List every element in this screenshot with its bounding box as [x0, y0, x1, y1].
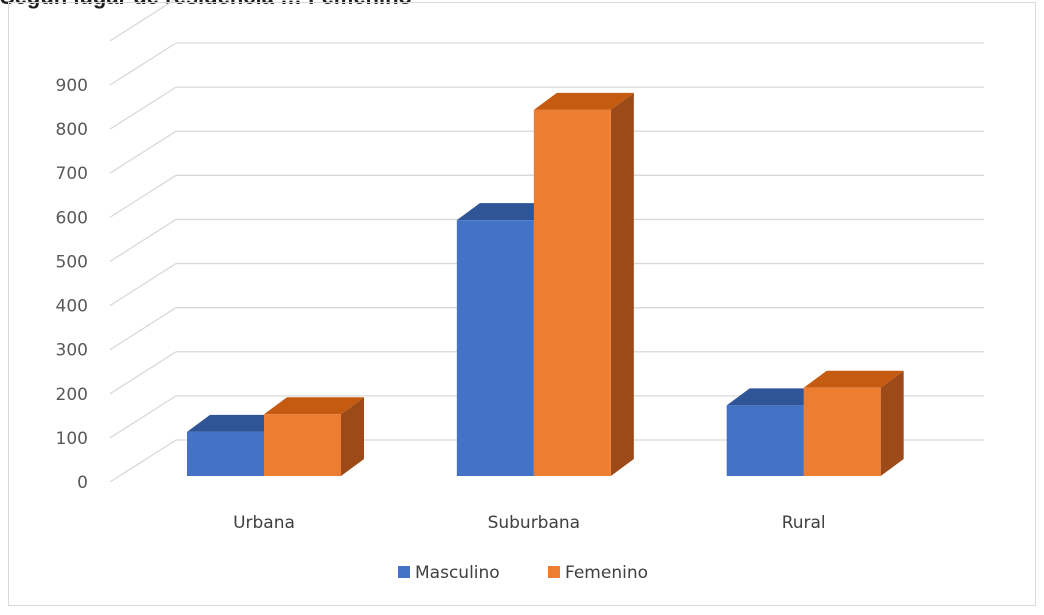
bar-top: [456, 203, 557, 221]
legend-item-femenino: Femenino: [548, 563, 648, 583]
y-tick-label: 200: [56, 385, 88, 405]
bar-side: [341, 397, 364, 476]
chart-frame: [8, 2, 1036, 606]
gridline-diagonal: [109, 0, 176, 42]
bar-front: [264, 414, 341, 476]
bar-front: [726, 405, 804, 476]
y-tick-label: 700: [56, 164, 88, 184]
y-tick-label: 800: [56, 120, 88, 140]
gridline-diagonal: [109, 307, 177, 351]
y-tick-label: 300: [56, 341, 88, 361]
y-tick-label: 400: [56, 297, 88, 317]
gridline-diagonal: [109, 263, 177, 307]
gridline-diagonal: [109, 218, 177, 262]
legend-swatch: [398, 566, 410, 578]
x-category-label: Urbana: [233, 513, 295, 533]
x-category-label: Suburbana: [488, 513, 581, 533]
y-tick-label: 500: [56, 252, 88, 272]
legend-label: Femenino: [565, 563, 648, 583]
bars: [187, 92, 904, 476]
gridline-diagonal: [109, 439, 177, 483]
x-category-label: Rural: [782, 513, 826, 533]
page-title: Según lugar de residencia … Femenino: [0, 0, 412, 10]
y-axis-ticks: 0 100 200 300 400 500 600 700 800 900: [56, 76, 88, 493]
bar-top: [187, 414, 287, 432]
gridline-diagonal: [109, 86, 177, 130]
bar-front: [187, 431, 264, 476]
y-tick-label: 0: [77, 473, 88, 493]
bar-front: [533, 109, 611, 476]
gridline-diagonal: [109, 130, 177, 174]
legend-item-masculino: Masculino: [398, 563, 500, 583]
bar-front: [456, 220, 534, 476]
legend: Masculino Femenino: [398, 563, 648, 583]
bar-femenino-urbana: [264, 397, 364, 476]
bar-top: [533, 92, 634, 110]
gridline-diagonal: [109, 351, 177, 395]
gridline-diagonal: [109, 174, 177, 218]
bar-femenino-suburbana: [533, 92, 634, 476]
gridline-diagonal: [109, 395, 177, 439]
bar-side: [880, 370, 904, 476]
y-tick-label: 100: [56, 429, 88, 449]
bar-top: [803, 370, 904, 388]
gridline-diagonal: [109, 42, 177, 86]
bar-front: [803, 387, 881, 476]
y-tick-label: 900: [56, 76, 88, 96]
x-axis-categories: Urbana Suburbana Rural: [233, 513, 826, 533]
bar-femenino-rural: [803, 370, 904, 476]
bar-top: [726, 388, 827, 406]
bar-side: [610, 92, 634, 476]
legend-label: Masculino: [415, 563, 500, 583]
bar-top: [264, 397, 364, 415]
legend-swatch: [548, 566, 560, 578]
y-tick-label: 600: [56, 208, 88, 228]
